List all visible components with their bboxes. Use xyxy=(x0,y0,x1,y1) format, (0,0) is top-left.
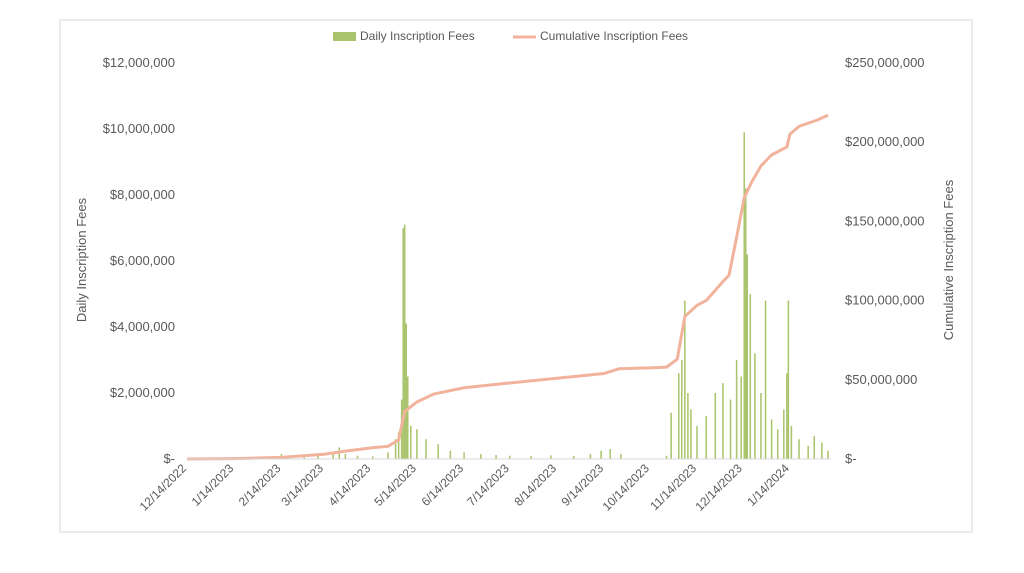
daily-fee-bar xyxy=(416,429,418,459)
daily-fee-bar xyxy=(405,324,407,459)
x-tick-label: 12/14/2023 xyxy=(692,461,745,514)
daily-fee-bar xyxy=(740,377,742,460)
y-left-tick-label: $2,000,000 xyxy=(110,385,175,400)
daily-fee-bar xyxy=(690,410,692,460)
y-left-tick-label: $- xyxy=(163,451,175,466)
daily-fee-bar xyxy=(345,454,347,459)
daily-fee-bar xyxy=(480,454,482,459)
y-left-tick-label: $10,000,000 xyxy=(103,121,175,136)
daily-fee-bar xyxy=(747,254,749,459)
legend-label-cumulative: Cumulative Inscription Fees xyxy=(540,29,688,43)
x-tick-label: 4/14/2023 xyxy=(326,461,374,509)
y-left-tick-label: $6,000,000 xyxy=(110,253,175,268)
x-tick-label: 9/14/2023 xyxy=(559,461,607,509)
daily-fee-bar xyxy=(736,360,738,459)
daily-fee-bar xyxy=(696,426,698,459)
x-tick-label: 1/14/2024 xyxy=(744,461,792,509)
daily-fee-bar xyxy=(609,449,611,459)
x-tick-label: 12/14/2022 xyxy=(137,461,190,514)
y-left-tick-label: $12,000,000 xyxy=(103,55,175,70)
daily-fee-bar xyxy=(404,225,406,459)
x-tick-label: 3/14/2023 xyxy=(278,461,326,509)
x-tick-label: 1/14/2023 xyxy=(189,461,237,509)
daily-fee-bar xyxy=(760,393,762,459)
y-left-tick-label: $8,000,000 xyxy=(110,187,175,202)
cumulative-fees-line xyxy=(187,115,828,459)
daily-fee-bar xyxy=(425,439,427,459)
legend-swatch-daily xyxy=(333,32,356,41)
x-tick-label: 7/14/2023 xyxy=(464,461,512,509)
y-left-tick-labels: $- $2,000,000 $4,000,000 $6,000,000 $8,000,0… xyxy=(103,55,175,466)
y-right-tick-label: $250,000,000 xyxy=(845,55,925,70)
chart-border xyxy=(60,20,972,532)
x-tick-label: 6/14/2023 xyxy=(419,461,467,509)
daily-fees-bars xyxy=(243,132,829,459)
daily-fee-bar xyxy=(681,360,683,459)
daily-fee-bar xyxy=(771,419,773,459)
daily-fee-bar xyxy=(750,294,752,459)
x-tick-label: 11/14/2023 xyxy=(647,461,699,513)
x-tick-label: 8/14/2023 xyxy=(511,461,559,509)
y-right-tick-label: $200,000,000 xyxy=(845,134,925,149)
y-right-tick-label: $100,000,000 xyxy=(845,293,925,308)
daily-fee-bar xyxy=(791,426,793,459)
y-left-axis-label: Daily Inscription Fees xyxy=(74,197,89,322)
daily-fee-bar xyxy=(590,454,592,459)
legend: Daily Inscription Fees Cumulative Inscri… xyxy=(333,29,688,43)
daily-fee-bar xyxy=(715,393,717,459)
daily-fee-bar xyxy=(687,393,689,459)
daily-fee-bar xyxy=(754,353,756,459)
daily-fee-bar xyxy=(813,436,815,459)
daily-fee-bar xyxy=(705,416,707,459)
daily-fee-bar xyxy=(600,451,602,459)
x-tick-label: 2/14/2023 xyxy=(236,461,284,509)
daily-fee-bar xyxy=(722,383,724,459)
daily-fee-bar xyxy=(765,301,767,459)
daily-fee-bar xyxy=(807,446,809,459)
daily-fee-bar xyxy=(550,455,552,459)
daily-fee-bar xyxy=(777,429,779,459)
y-right-tick-label: $50,000,000 xyxy=(845,372,917,387)
daily-fee-bar xyxy=(620,454,622,459)
daily-fee-bar xyxy=(407,377,409,460)
daily-fee-bar xyxy=(730,400,732,459)
daily-fee-bar xyxy=(450,451,452,459)
daily-fee-bar xyxy=(745,188,747,459)
y-right-tick-labels: $- $50,000,000 $100,000,000 $150,000,000 $20… xyxy=(845,55,925,466)
daily-fee-bar xyxy=(670,413,672,459)
legend-label-daily: Daily Inscription Fees xyxy=(360,29,475,43)
x-tick-label: 10/14/2023 xyxy=(600,461,653,514)
daily-fee-bar xyxy=(786,373,788,459)
y-right-tick-label: $150,000,000 xyxy=(845,213,925,228)
daily-fee-bar xyxy=(410,426,412,459)
daily-fee-bar xyxy=(821,443,823,460)
daily-fee-bar xyxy=(495,455,497,459)
cumulative-line-layer xyxy=(187,115,828,459)
daily-fee-bar xyxy=(678,373,680,459)
daily-fee-bar xyxy=(387,452,389,459)
daily-fee-bar xyxy=(437,444,439,459)
daily-fee-bar xyxy=(463,452,465,459)
daily-fee-bar xyxy=(783,410,785,460)
y-right-axis-label: Cumulative Inscription Fees xyxy=(941,179,956,340)
daily-fee-bar xyxy=(827,451,829,459)
daily-fee-bar xyxy=(788,301,790,459)
y-right-tick-label: $- xyxy=(845,451,857,466)
y-left-tick-label: $4,000,000 xyxy=(110,319,175,334)
daily-fee-bar xyxy=(798,439,800,459)
x-tick-label: 5/14/2023 xyxy=(371,461,419,509)
daily-fee-bar xyxy=(743,132,745,459)
